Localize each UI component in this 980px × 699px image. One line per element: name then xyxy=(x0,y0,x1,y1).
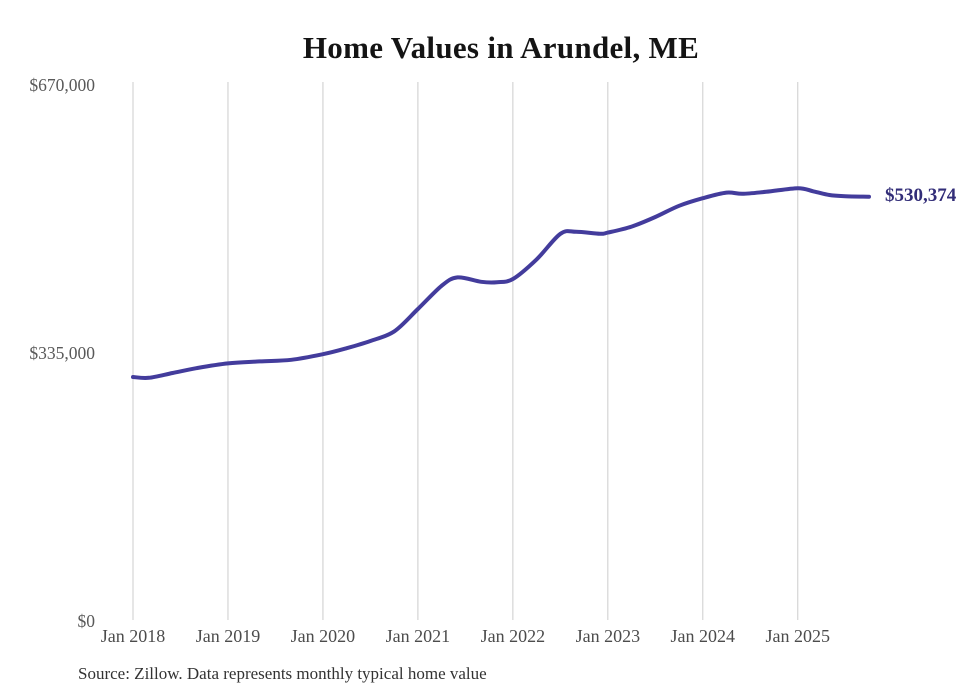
x-axis-tick-label: Jan 2018 xyxy=(100,626,166,646)
latest-value-label: $530,374 xyxy=(885,184,957,206)
y-axis-tick-label: $670,000 xyxy=(29,75,95,95)
source-note: Source: Zillow. Data represents monthly … xyxy=(78,664,487,683)
x-axis-tick-label: Jan 2023 xyxy=(575,626,641,646)
x-axis-tick-label: Jan 2021 xyxy=(385,626,451,646)
x-axis-tick-label: Jan 2020 xyxy=(290,626,356,646)
x-axis-tick-label: Jan 2019 xyxy=(195,626,261,646)
y-axis-tick-label: $0 xyxy=(77,611,96,631)
chart-title: Home Values in Arundel, ME xyxy=(302,30,700,65)
x-axis-tick-label: Jan 2025 xyxy=(765,626,831,646)
x-axis-tick-label: Jan 2022 xyxy=(480,626,546,646)
y-axis-tick-label: $335,000 xyxy=(29,343,95,363)
x-axis-tick-label: Jan 2024 xyxy=(670,626,736,646)
home-value-line-series xyxy=(131,186,871,380)
